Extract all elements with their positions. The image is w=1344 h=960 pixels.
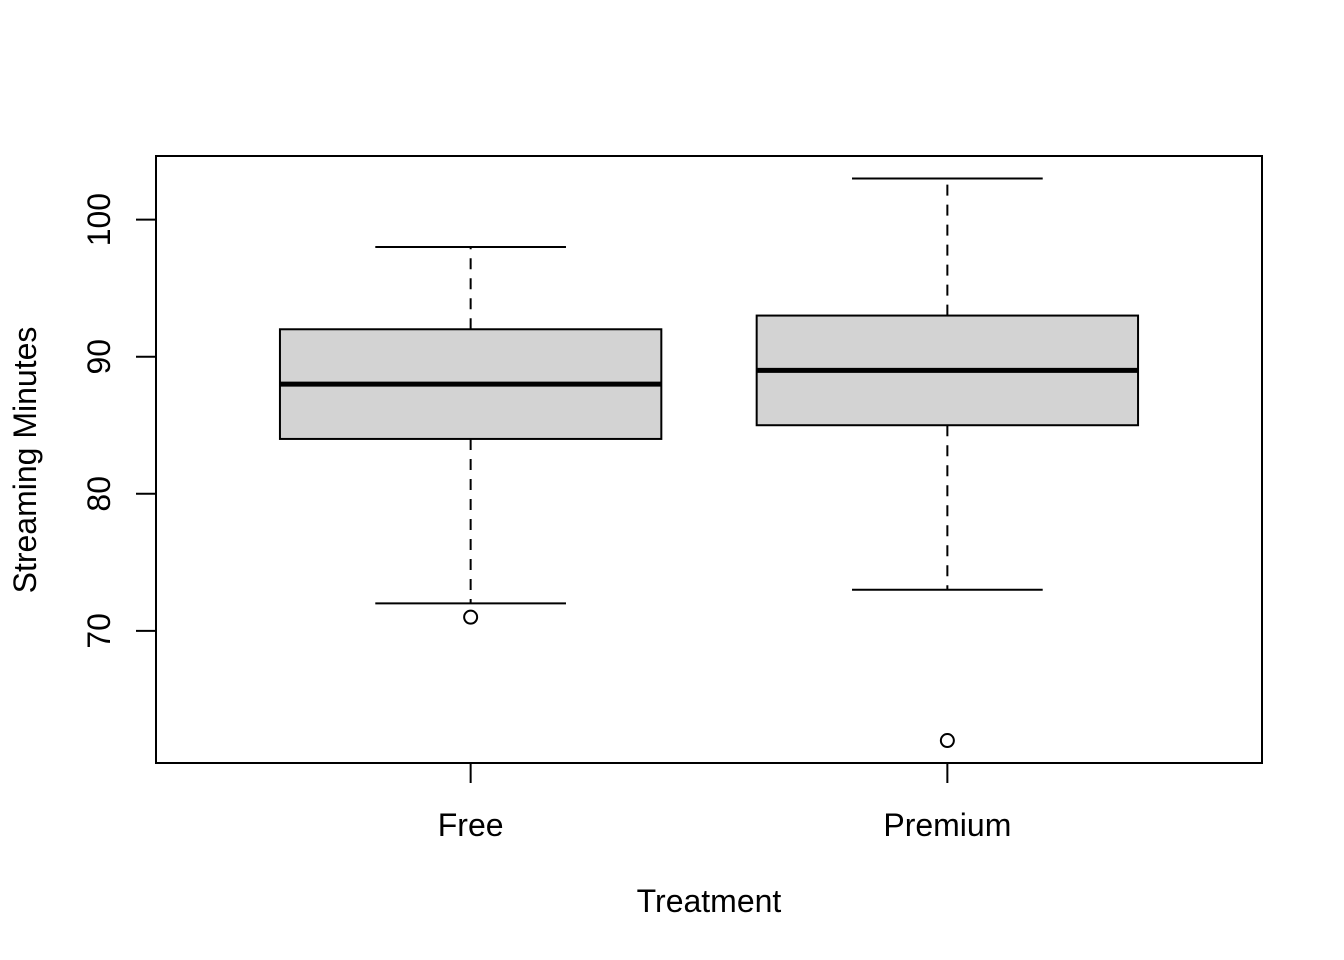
plot-border bbox=[155, 155, 1263, 764]
plot-layers: 70 80 90 100 Free Premium bbox=[81, 155, 1263, 843]
outlier-point bbox=[463, 609, 479, 625]
x-axis-category-label: Free bbox=[438, 807, 504, 843]
x-axis-title: Treatment bbox=[637, 883, 782, 919]
y-axis-tick-label: 70 bbox=[81, 613, 117, 649]
y-axis-tick-label: 90 bbox=[81, 339, 117, 375]
y-axis-tick-label: 80 bbox=[81, 476, 117, 512]
x-axis-category-label: Premium bbox=[883, 807, 1011, 843]
y-axis-tick-label: 100 bbox=[81, 193, 117, 246]
outlier-point bbox=[939, 733, 955, 749]
y-axis-title: Streaming Minutes bbox=[7, 327, 43, 594]
